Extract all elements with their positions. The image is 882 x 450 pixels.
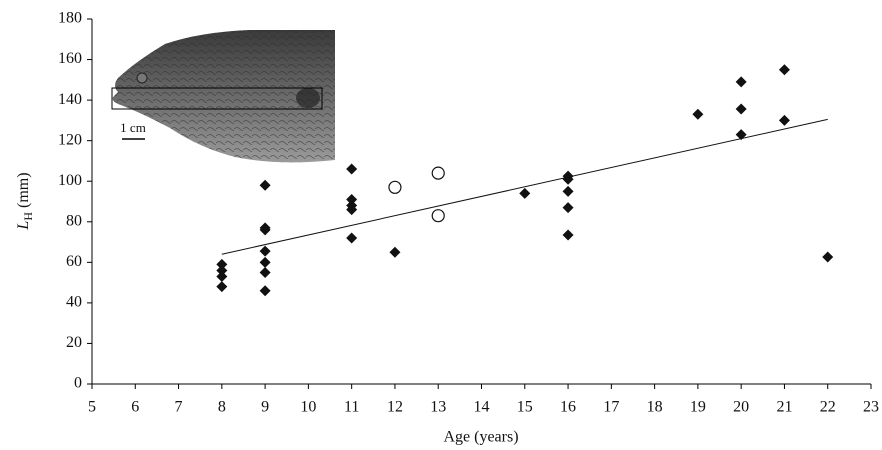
y-tick-label: 100 [58, 172, 82, 189]
data-point [259, 285, 271, 297]
data-point [562, 202, 574, 214]
x-tick-label: 5 [88, 399, 96, 416]
data-point [216, 281, 228, 293]
data-point [431, 209, 445, 223]
data-point [562, 229, 574, 241]
x-tick-label: 17 [603, 399, 619, 416]
x-axis-label: Age (years) [443, 429, 518, 446]
y-label-sub: H [21, 212, 35, 221]
fish-skin [112, 30, 336, 163]
x-tick-label: 8 [218, 399, 226, 416]
trend-line [221, 118, 828, 255]
x-tick-label: 10 [300, 399, 316, 416]
data-point [346, 204, 358, 216]
data-point [259, 256, 271, 268]
measure-box [111, 87, 323, 110]
data-point [388, 180, 402, 194]
x-tick-label: 12 [387, 399, 403, 416]
data-point [259, 179, 271, 191]
fish-inset: 1 cm [111, 30, 336, 163]
y-tick-label: 60 [66, 253, 82, 270]
data-point [778, 64, 790, 76]
y-tick-label: 40 [66, 294, 82, 311]
x-tick-label: 23 [863, 399, 879, 416]
fish-eye [136, 72, 148, 84]
data-point [431, 166, 445, 180]
x-tick-label: 15 [517, 399, 533, 416]
data-point [216, 264, 228, 276]
x-tick-label: 7 [175, 399, 183, 416]
data-point [519, 187, 531, 199]
x-tick-label: 18 [647, 399, 663, 416]
x-tick-label: 21 [776, 399, 792, 416]
y-tick-label: 20 [66, 334, 82, 351]
data-point [822, 251, 834, 263]
x-tick-label: 14 [474, 399, 490, 416]
x-tick-label: 11 [344, 399, 359, 416]
y-tick-label: 80 [66, 212, 82, 229]
y-label-main: L [15, 221, 32, 231]
data-point [692, 108, 704, 120]
y-label-unit: (mm) [15, 172, 32, 208]
y-tick-label: 160 [58, 50, 82, 67]
data-point [778, 114, 790, 126]
data-point [216, 258, 228, 270]
data-point [735, 129, 747, 141]
x-tick-label: 13 [430, 399, 446, 416]
y-tick-label: 120 [58, 131, 82, 148]
x-tick-label: 22 [820, 399, 836, 416]
x-tick-label: 16 [560, 399, 576, 416]
fish-gill [296, 88, 320, 108]
data-point [735, 76, 747, 88]
data-point [562, 185, 574, 197]
data-point [346, 163, 358, 175]
y-tick-label: 140 [58, 91, 82, 108]
data-point [259, 224, 271, 236]
y-tick-label: 180 [58, 10, 82, 27]
data-point [562, 173, 574, 185]
x-tick-label: 9 [261, 399, 269, 416]
y-tick-label: 0 [74, 375, 82, 392]
data-point [735, 103, 747, 115]
x-tick-label: 20 [733, 399, 749, 416]
data-point [346, 193, 358, 205]
data-point [259, 245, 271, 257]
x-tick-label: 6 [131, 399, 139, 416]
x-tick-label: 19 [690, 399, 706, 416]
data-point [259, 266, 271, 278]
y-axis-label: LH (mm) [15, 172, 35, 230]
data-point [346, 232, 358, 244]
scale-label: 1 cm [120, 120, 146, 135]
data-point [389, 246, 401, 258]
data-point [216, 271, 228, 283]
